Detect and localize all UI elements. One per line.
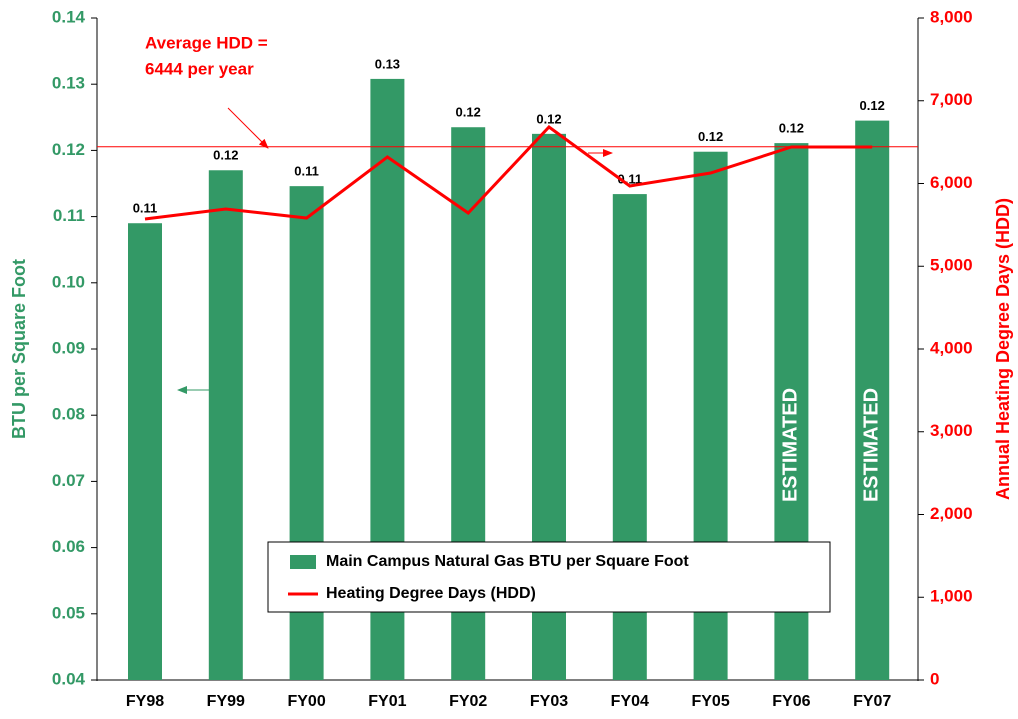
data-label: 0.12 xyxy=(536,111,561,126)
y-axis-title: BTU per Square Foot xyxy=(9,259,29,439)
y2-tick-label: 7,000 xyxy=(930,90,973,109)
y-tick-label: 0.13 xyxy=(52,74,85,93)
y-tick-label: 0.04 xyxy=(52,669,86,688)
legend-box xyxy=(267,541,831,613)
y2-tick-label: 6,000 xyxy=(930,173,973,192)
bar xyxy=(128,223,162,680)
x-tick-label: FY07 xyxy=(853,693,891,710)
y2-tick-label: 1,000 xyxy=(930,587,973,606)
x-tick-label: FY02 xyxy=(449,693,487,710)
y-tick-label: 0.11 xyxy=(53,206,85,225)
annotation: Average HDD = xyxy=(145,33,268,52)
legend-label: Heating Degree Days (HDD) xyxy=(326,585,536,602)
estimated-label: ESTIMATED xyxy=(780,388,802,502)
y-tick-label: 0.07 xyxy=(52,471,85,490)
data-label: 0.11 xyxy=(294,164,319,179)
data-label: 0.12 xyxy=(213,148,238,163)
estimated-label: ESTIMATED xyxy=(860,388,882,502)
y-tick-label: 0.05 xyxy=(52,603,85,622)
data-label: 0.12 xyxy=(698,129,723,144)
legend-swatch xyxy=(290,555,316,569)
data-label: 0.12 xyxy=(860,98,885,113)
data-label: 0.11 xyxy=(133,201,158,216)
x-tick-label: FY01 xyxy=(368,693,406,710)
y2-tick-label: 8,000 xyxy=(930,7,973,26)
x-tick-label: FY05 xyxy=(691,693,729,710)
x-tick-label: FY98 xyxy=(126,693,164,710)
y2-axis-title: Annual Heating Degree Days (HDD) xyxy=(993,198,1013,500)
y2-tick-label: 5,000 xyxy=(930,256,973,275)
y2-tick-label: 3,000 xyxy=(930,421,973,440)
annotation: 6444 per year xyxy=(145,59,254,78)
bar xyxy=(208,170,243,680)
hdd-line xyxy=(144,124,873,221)
y2-tick-label: 2,000 xyxy=(930,504,973,523)
bar xyxy=(855,120,890,681)
x-tick-label: FY99 xyxy=(207,693,245,710)
y2-tick-label: 4,000 xyxy=(930,338,973,357)
y-tick-label: 0.12 xyxy=(52,140,85,159)
data-label: 0.12 xyxy=(456,105,481,120)
x-tick-label: FY03 xyxy=(530,693,568,710)
x-tick-label: FY06 xyxy=(772,693,810,710)
y-tick-label: 0.06 xyxy=(52,537,85,556)
y-tick-label: 0.09 xyxy=(52,338,85,357)
x-tick-label: FY00 xyxy=(287,693,325,710)
data-label: 0.13 xyxy=(375,56,400,71)
y2-tick-label: 0 xyxy=(930,669,939,688)
data-label: 0.12 xyxy=(779,121,804,136)
y-tick-label: 0.10 xyxy=(52,272,85,291)
legend-label: Main Campus Natural Gas BTU per Square F… xyxy=(326,553,689,570)
annotation-arrow xyxy=(227,107,269,149)
y-tick-label: 0.14 xyxy=(52,7,86,26)
y-tick-label: 0.08 xyxy=(52,405,85,424)
x-tick-label: FY04 xyxy=(611,693,649,710)
